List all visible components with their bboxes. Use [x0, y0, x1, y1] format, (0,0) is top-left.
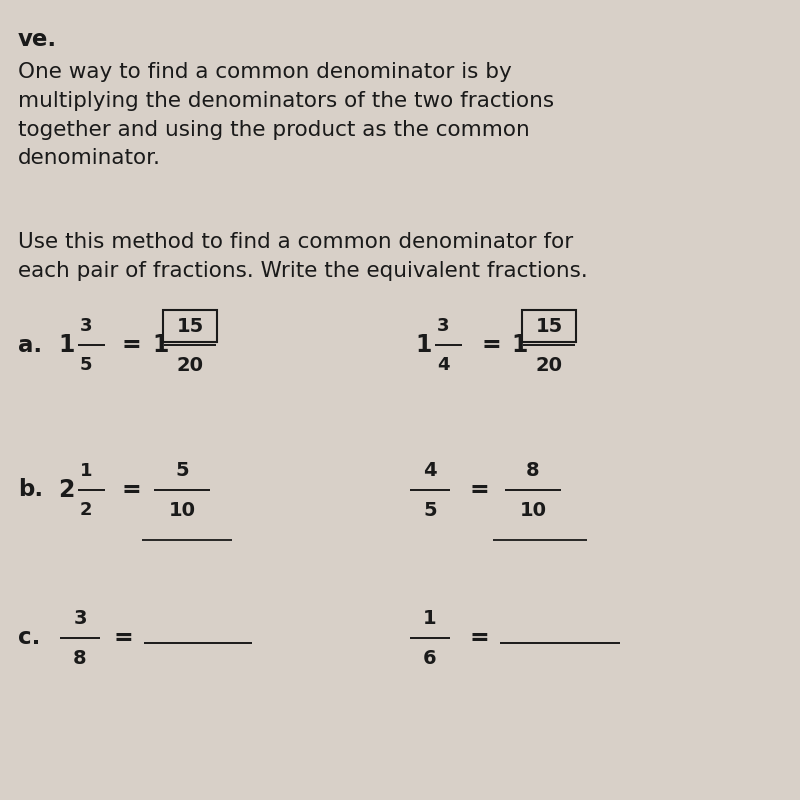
Text: 20: 20 [535, 355, 562, 374]
Text: 3: 3 [74, 610, 86, 629]
Text: One way to find a common denominator is by
multiplying the denominators of the t: One way to find a common denominator is … [18, 62, 554, 168]
Text: 1: 1 [511, 333, 527, 357]
Text: 15: 15 [176, 317, 204, 335]
Text: =: = [122, 478, 142, 502]
Text: =: = [114, 626, 134, 650]
Text: 3: 3 [80, 317, 93, 335]
Text: =: = [481, 333, 501, 357]
Text: b.: b. [18, 478, 43, 502]
Text: ve.: ve. [18, 28, 57, 51]
Text: 2: 2 [80, 501, 93, 519]
Text: 1: 1 [152, 333, 168, 357]
Text: 4: 4 [423, 462, 437, 481]
Text: 8: 8 [73, 649, 87, 667]
Text: 5: 5 [423, 501, 437, 519]
Text: Use this method to find a common denominator for
each pair of fractions. Write t: Use this method to find a common denomin… [18, 232, 588, 281]
Text: 10: 10 [169, 501, 195, 519]
Text: 1: 1 [423, 610, 437, 629]
Text: =: = [470, 626, 490, 650]
Text: 2: 2 [58, 478, 74, 502]
Text: 1: 1 [415, 333, 431, 357]
Text: 5: 5 [175, 462, 189, 481]
Text: c.: c. [18, 626, 40, 650]
Text: 4: 4 [437, 356, 450, 374]
Text: 8: 8 [526, 462, 540, 481]
Text: =: = [122, 333, 142, 357]
Text: 5: 5 [80, 356, 93, 374]
Text: 6: 6 [423, 649, 437, 667]
Text: 10: 10 [519, 501, 546, 519]
Text: 3: 3 [437, 317, 450, 335]
Text: 20: 20 [177, 355, 203, 374]
Text: 1: 1 [58, 333, 74, 357]
Text: a.: a. [18, 334, 42, 357]
Text: 15: 15 [535, 317, 562, 335]
Text: 1: 1 [80, 462, 93, 480]
Text: =: = [470, 478, 490, 502]
